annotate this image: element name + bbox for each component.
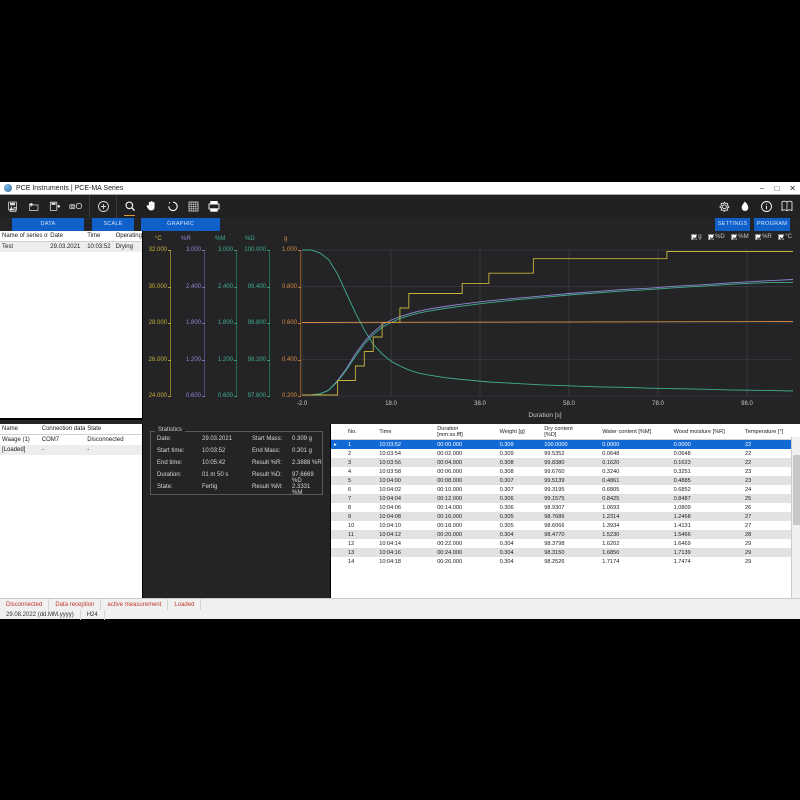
svg-text:98.0: 98.0 [741, 401, 753, 407]
svg-text:78.0: 78.0 [652, 401, 664, 407]
svg-text:-2.0: -2.0 [297, 401, 308, 407]
svg-text:38.0: 38.0 [474, 401, 486, 407]
svg-text:Duration [s]: Duration [s] [528, 412, 561, 419]
svg-text:58.0: 58.0 [563, 401, 575, 407]
svg-text:18.0: 18.0 [385, 401, 397, 407]
